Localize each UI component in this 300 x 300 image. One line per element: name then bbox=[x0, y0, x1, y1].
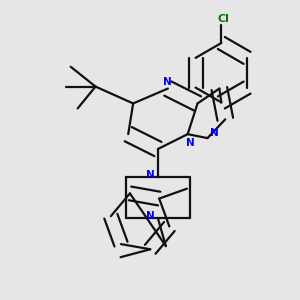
Text: N: N bbox=[146, 170, 154, 180]
Text: Cl: Cl bbox=[218, 14, 229, 24]
Text: N: N bbox=[164, 76, 172, 87]
Text: N: N bbox=[146, 212, 154, 221]
Text: N: N bbox=[186, 138, 195, 148]
Text: N: N bbox=[210, 128, 219, 138]
